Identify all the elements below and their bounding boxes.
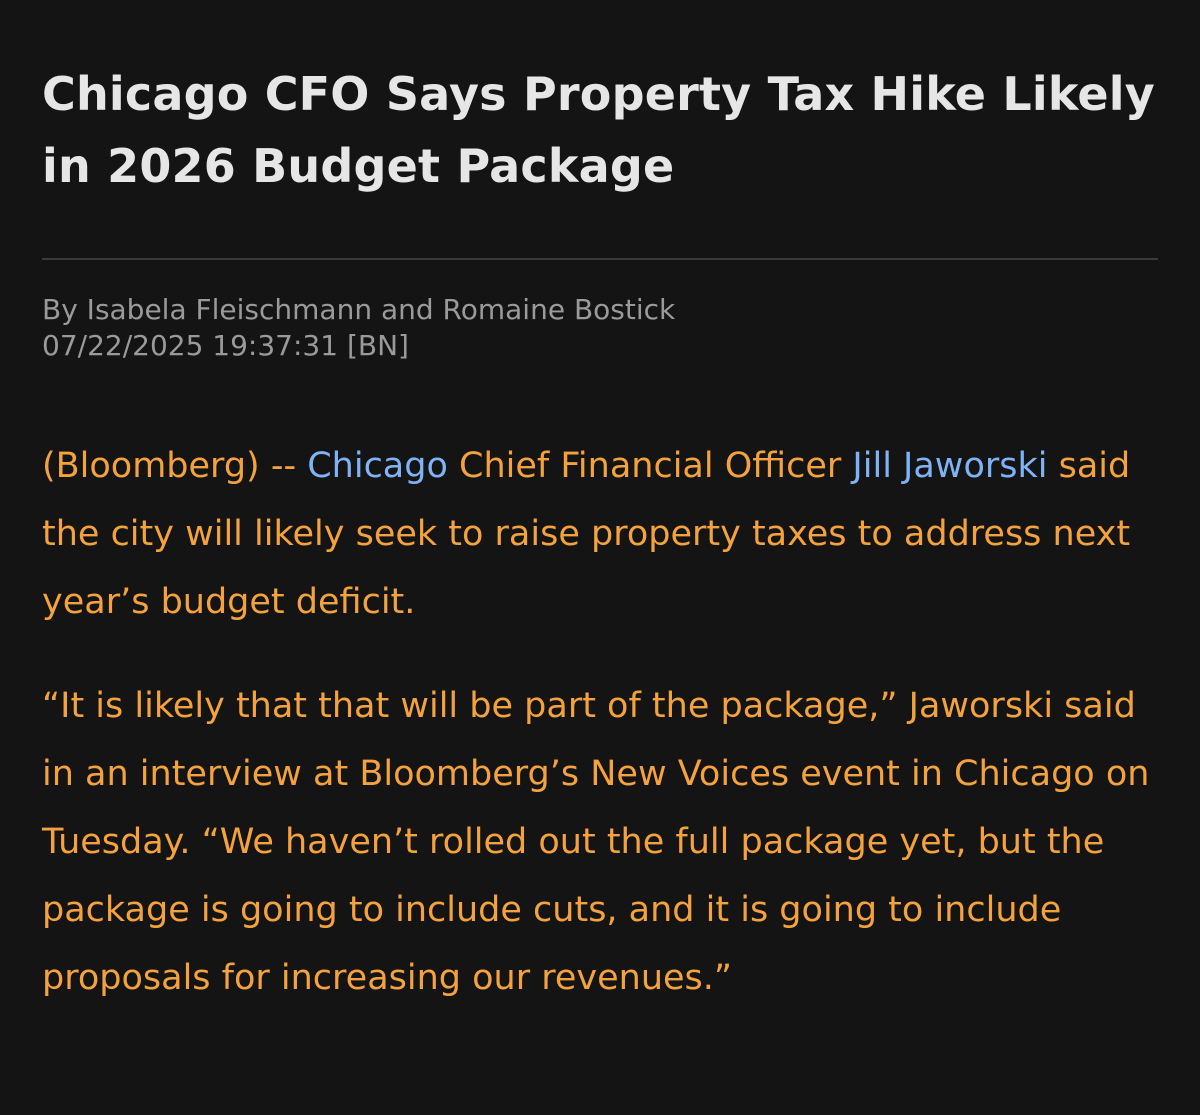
timestamp: 07/22/2025 19:37:31 [BN] <box>42 329 409 362</box>
paragraph-2: “It is likely that that will be part of … <box>42 686 1150 998</box>
paragraph-1-middle: Chief Financial Officer <box>447 446 853 486</box>
paragraph-1-rest: said the city will likely seek to raise … <box>42 446 1131 622</box>
source-tag: (Bloomberg) -- <box>42 446 308 486</box>
link-chicago[interactable]: Chicago <box>307 446 448 486</box>
article: Chicago CFO Says Property Tax Hike Likel… <box>42 58 1158 1012</box>
headline: Chicago CFO Says Property Tax Hike Likel… <box>42 67 1155 193</box>
link-jill-jaworski[interactable]: Jill Jaworski <box>852 446 1048 486</box>
divider <box>42 258 1158 260</box>
byline: By Isabela Fleischmann and Romaine Bosti… <box>42 293 676 326</box>
paragraph-1: (Bloomberg) -- Chicago Chief Financial O… <box>42 432 1158 636</box>
